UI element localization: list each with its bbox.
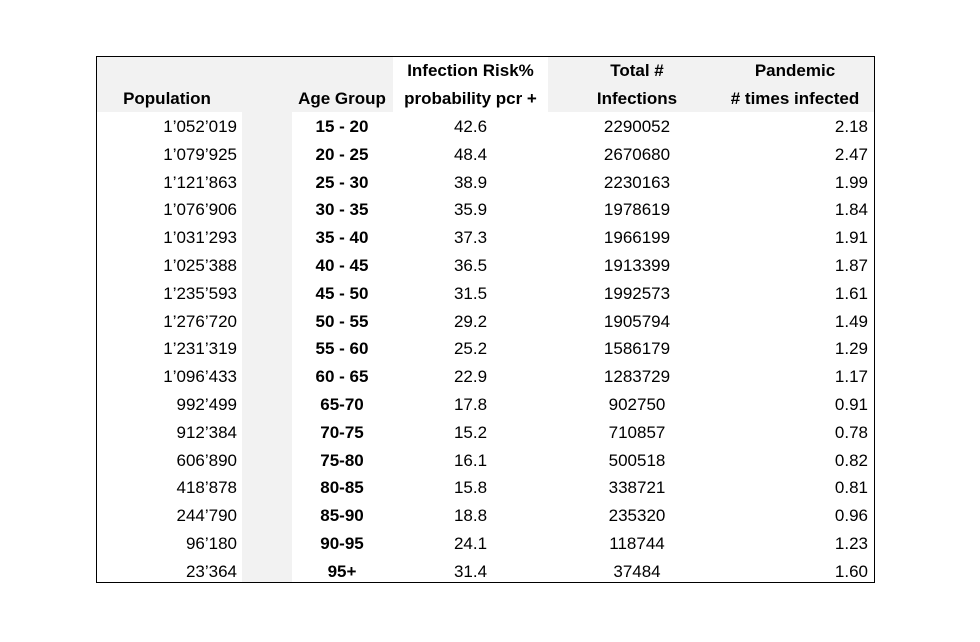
cell-total: 1978619 [603,200,671,220]
cell-age_group: 35 - 40 [315,228,369,248]
cell-total: 2670680 [603,144,671,164]
cell-population: 1’025’388 [163,256,237,275]
cell-total: 118744 [609,534,665,553]
cell-times: 1.84 [834,200,868,220]
cell-times: 0.82 [834,450,868,470]
cell-times: 1.29 [834,339,868,359]
header-pandemic-line-1: Pandemic [754,61,836,80]
cell-risk: 15.2 [453,422,488,442]
cell-total: 1966199 [603,228,671,248]
cell-times: 1.60 [834,561,868,581]
cell-age_group: 15 - 20 [315,117,369,136]
cell-population: 1’031’293 [163,228,237,248]
cell-risk: 48.4 [453,144,488,164]
header-age_group-line-1 [292,57,392,85]
cell-total: 1586179 [603,339,671,359]
cell-risk: 31.4 [453,561,488,581]
header-infection_risk-line-2: probability pcr + [404,89,537,108]
cell-total: 2230163 [603,172,671,192]
header-population-line-1 [97,57,237,85]
data-table: Population Age Group Infection Risk% probab… [96,56,875,583]
cell-risk: 16.1 [453,450,488,470]
cell-risk: 24.1 [453,534,488,553]
cell-population: 1’052’019 [163,117,237,136]
cell-risk: 25.2 [453,339,488,359]
cell-age_group: 60 - 65 [315,367,369,387]
cell-population: 1’231’319 [163,339,237,359]
cell-total: 2290052 [603,117,671,136]
cell-age_group: 55 - 60 [315,339,369,359]
cell-risk: 38.9 [453,172,488,192]
cell-total: 235320 [608,506,666,526]
cell-risk: 29.2 [453,311,488,331]
cell-age_group: 75-80 [320,450,364,470]
cell-age_group: 95+ [327,561,357,581]
header-total_infections-line-1: Total # [610,61,664,80]
cell-total: 902750 [608,395,666,414]
cell-population: 418’878 [176,478,237,498]
cell-population: 244’790 [176,506,237,526]
spacer-column [242,57,292,582]
header-pandemic-line-2: # times infected [730,89,860,108]
cell-risk: 22.9 [453,367,488,387]
cell-population: 96’180 [185,534,237,553]
cell-population: 1’096’433 [163,367,237,387]
cell-times: 2.18 [834,117,868,136]
cell-age_group: 50 - 55 [315,311,369,331]
cell-age_group: 90-95 [320,534,364,553]
cell-risk: 31.5 [453,283,488,303]
cell-risk: 36.5 [453,256,488,275]
cell-age_group: 70-75 [320,422,364,442]
cell-times: 1.87 [834,256,868,275]
cell-population: 1’276’720 [163,311,237,331]
cell-risk: 17.8 [453,395,488,414]
header-infection_risk-line-1: Infection Risk% [407,61,534,80]
cell-population: 1’076’906 [163,200,237,220]
cell-age_group: 80-85 [320,478,364,498]
cell-population: 23’364 [185,561,237,581]
cell-risk: 18.8 [453,506,488,526]
risk-header-background [393,57,548,112]
cell-risk: 35.9 [453,200,488,220]
cell-times: 0.78 [834,422,868,442]
cell-times: 0.96 [834,506,868,526]
cell-times: 1.49 [834,311,868,331]
cell-population: 606’890 [176,450,237,470]
cell-age_group: 85-90 [320,506,364,526]
header-population-line-2: Population [123,89,211,108]
cell-times: 1.61 [834,283,868,303]
header-age_group-line-2: Age Group [298,89,386,108]
cell-population: 1’121’863 [163,172,237,192]
cell-total: 1913399 [603,256,671,275]
cell-times: 2.47 [834,144,868,164]
cell-total: 338721 [608,478,666,498]
cell-population: 912’384 [176,422,237,442]
cell-age_group: 45 - 50 [315,283,369,303]
cell-risk: 37.3 [453,228,488,248]
cell-age_group: 30 - 35 [315,200,369,220]
cell-times: 1.23 [834,534,868,553]
cell-age_group: 65-70 [320,395,364,414]
cell-total: 1992573 [603,283,671,303]
cell-total: 37484 [613,561,661,581]
cell-times: 1.99 [834,172,868,192]
header-total_infections-line-2: Infections [596,89,678,108]
cell-age_group: 25 - 30 [315,172,369,192]
cell-total: 500518 [608,450,666,470]
cell-times: 1.91 [834,228,868,248]
cell-total: 710857 [608,422,666,442]
cell-times: 1.17 [834,367,868,387]
cell-age_group: 20 - 25 [315,144,369,164]
cell-times: 0.91 [834,395,868,414]
cell-age_group: 40 - 45 [315,256,369,275]
cell-total: 1905794 [603,311,671,331]
cell-population: 1’079’925 [163,144,237,164]
cell-risk: 15.8 [453,478,488,498]
cell-total: 1283729 [603,367,671,387]
cell-population: 992’499 [176,395,237,414]
cell-population: 1’235’593 [163,283,237,303]
cell-risk: 42.6 [453,117,488,136]
cell-times: 0.81 [834,478,868,498]
